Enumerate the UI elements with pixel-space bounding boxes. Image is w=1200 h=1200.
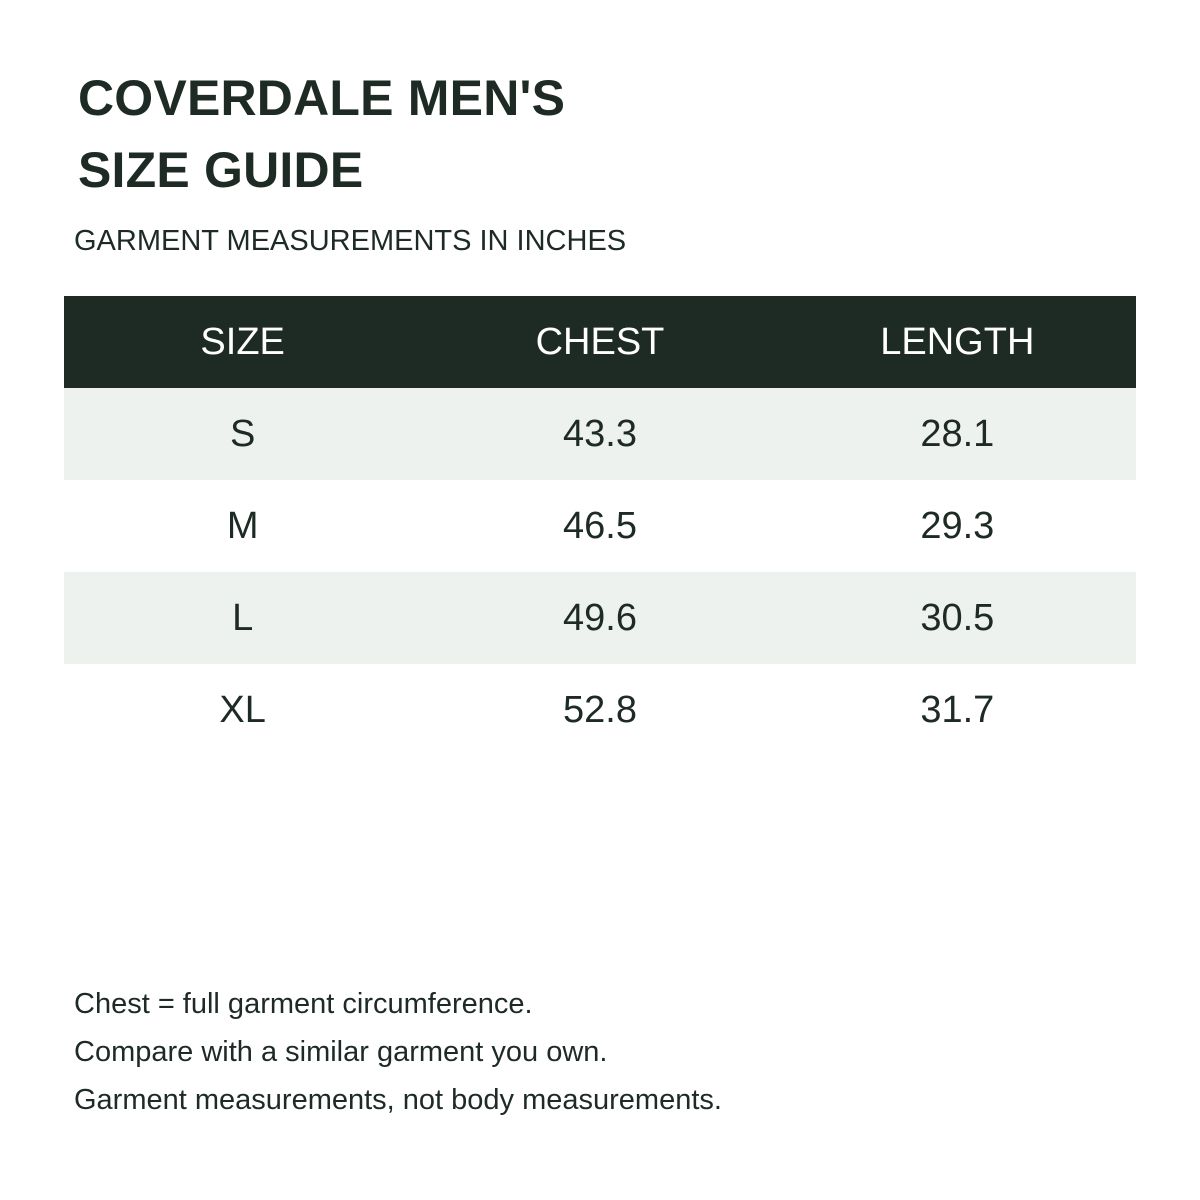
title-line-1: COVERDALE MEN'S <box>78 70 566 126</box>
cell-size: M <box>226 504 259 547</box>
table-header: SIZE CHEST LENGTH <box>64 296 1136 388</box>
size-table: SIZE CHEST LENGTH S 43.3 28.1 M 46.5 29.… <box>64 296 1136 756</box>
page-subtitle: GARMENT MEASUREMENTS IN INCHES <box>74 225 627 257</box>
cell-chest: 46.5 <box>563 504 637 547</box>
notes-list: Chest = full garment circumference. Comp… <box>74 980 722 1124</box>
cell-chest: 52.8 <box>563 688 637 731</box>
table-row: S 43.3 28.1 <box>64 388 1136 480</box>
note-item: Garment measurements, not body measureme… <box>74 1084 722 1116</box>
cell-length: 31.7 <box>920 688 995 731</box>
column-header-size: SIZE <box>200 320 285 363</box>
cell-chest: 49.6 <box>563 596 637 639</box>
table-body: S 43.3 28.1 M 46.5 29.3 L 49.6 30.5 XL 5… <box>64 388 1136 756</box>
note-item: Compare with a similar garment you own. <box>74 1036 608 1068</box>
table-row: XL 52.8 31.7 <box>64 664 1136 756</box>
table-row: L 49.6 30.5 <box>64 572 1136 664</box>
cell-size: XL <box>219 688 266 731</box>
column-header-length: LENGTH <box>880 320 1035 363</box>
cell-length: 29.3 <box>920 504 995 547</box>
cell-size: L <box>232 596 254 639</box>
cell-length: 28.1 <box>920 412 995 455</box>
table-row: M 46.5 29.3 <box>64 480 1136 572</box>
cell-length: 30.5 <box>920 596 995 639</box>
cell-chest: 43.3 <box>563 412 637 455</box>
column-header-chest: CHEST <box>535 320 665 363</box>
table-header-row: SIZE CHEST LENGTH <box>64 296 1136 388</box>
cell-size: S <box>229 412 256 455</box>
note-item: Chest = full garment circumference. <box>74 988 533 1020</box>
page-title: COVERDALE MEN'S SIZE GUIDE <box>78 62 565 206</box>
title-line-2: SIZE GUIDE <box>78 142 364 198</box>
